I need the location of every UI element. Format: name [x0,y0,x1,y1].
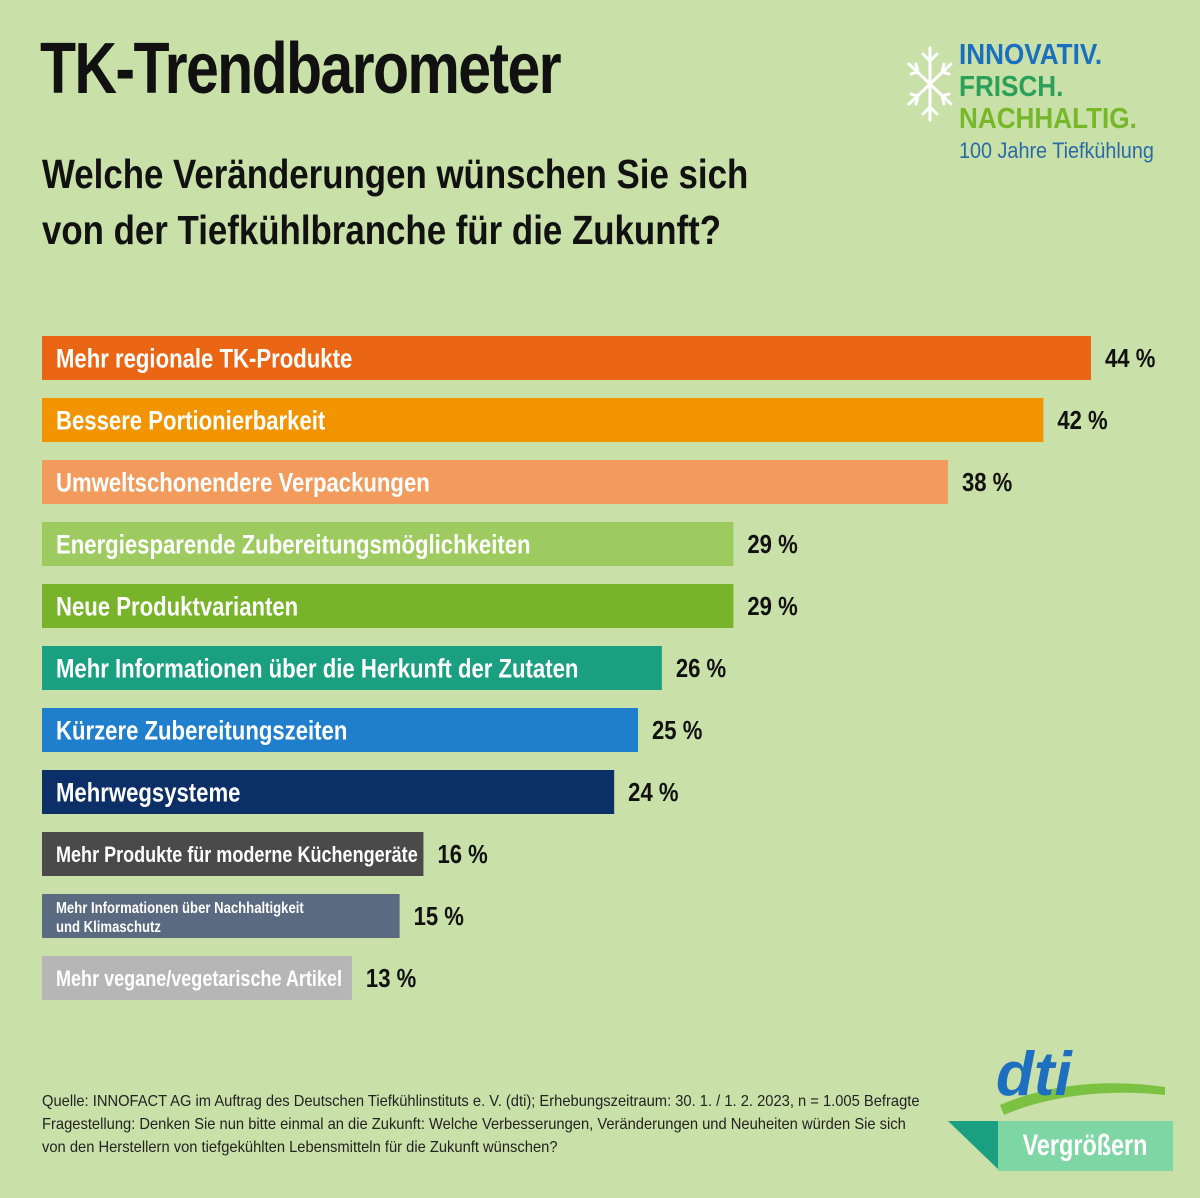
bar-label-10: Mehr Informationen über Nachhaltigkeit un… [56,900,304,936]
bar-label-2: Bessere Portionierbarkeit [56,407,325,437]
bar-label-6: Mehr Informationen über die Herkunft der… [56,655,578,685]
bar-4 [42,522,734,566]
chart-footer: Quelle: INNOFACT AG im Auftrag des Deuts… [42,1090,920,1159]
value-label-9: 16 % [437,840,487,869]
chart-question: Welche Veränderungen wünschen Sie sich v… [42,146,748,258]
question-line-1: Welche Veränderungen wünschen Sie sich [42,151,749,197]
bar-3 [42,460,948,504]
footer-source: Quelle: INNOFACT AG im Auftrag des Deuts… [42,1093,920,1110]
brand-line-4: 100 Jahre Tiefkühlung [959,138,1154,163]
bar-label-8: Mehrwegsysteme [56,779,240,809]
value-label-7: 25 % [652,716,702,745]
value-label-10: 15 % [414,902,464,931]
bar-label-11: Mehr vegane/vegetarische Artikel [56,967,342,991]
bar-9 [42,832,424,876]
snowflake-icon [907,46,953,122]
bar-label-7: Kürzere Zubereitungszeiten [56,717,347,747]
bar-10 [42,894,400,938]
bar-11 [42,956,352,1000]
bar-6 [42,646,662,690]
value-label-8: 24 % [628,778,678,807]
zoom-corner-shape [948,1121,1000,1171]
value-label-6: 26 % [676,654,726,683]
bar-label-9: Mehr Produkte für moderne Küchengeräte [56,843,418,867]
value-label-4: 29 % [747,530,797,559]
dti-logo: dti [996,1043,1165,1115]
zoom-button[interactable]: Vergrößern [948,1121,1173,1171]
footer-question-1: Fragestellung: Denken Sie nun bitte einm… [42,1116,906,1133]
bar-5 [42,584,734,628]
bar-chart: Mehr regionale TK-Produkte 44 % Bessere Po… [42,336,1155,1000]
bar-2 [42,398,1044,442]
bar-7 [42,708,639,752]
value-label-5: 29 % [747,592,797,621]
brand-line-3: NACHHALTIG. [959,103,1137,135]
bar-label-3: Umweltschonendere Verpackungen [56,469,430,499]
value-label-2: 42 % [1057,406,1107,435]
chart-title: TK-Trendbarometer [40,29,562,109]
bar-label-5: Neue Produktvarianten [56,593,298,623]
bar-1 [42,336,1091,380]
question-line-2: von der Tiefkühlbranche für die Zukunft? [42,207,721,253]
brand-line-1: INNOVATIV. [959,39,1103,71]
value-label-1: 44 % [1105,344,1155,373]
footer-question-2: von den Herstellern von tiefgekühlten Le… [42,1139,558,1156]
bar-label-4: Energiesparende Zubereitungsmöglichkeite… [56,531,531,561]
brand-block: INNOVATIV. FRISCH. NACHHALTIG. 100 Jahre… [905,40,1185,170]
zoom-button-label: Vergrößern [998,1121,1173,1171]
brand-line-2: FRISCH. [959,71,1064,103]
bar-8 [42,770,615,814]
dti-logo-text: dti [996,1043,1074,1109]
value-label-11: 13 % [366,964,416,993]
value-label-3: 38 % [962,468,1012,497]
bar-label-1: Mehr regionale TK-Produkte [56,345,352,375]
